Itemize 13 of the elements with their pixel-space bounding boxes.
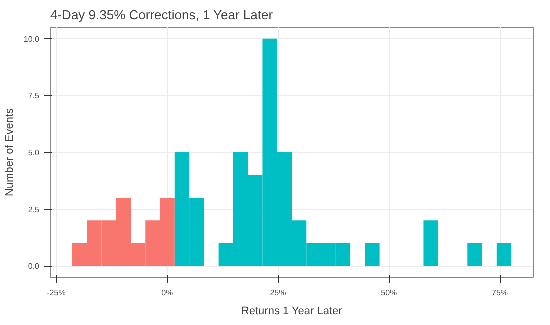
y-tick-label: 5.0 bbox=[28, 148, 40, 158]
x-tick-label: 25% bbox=[270, 288, 286, 298]
x-axis-title: Returns 1 Year Later bbox=[241, 306, 343, 318]
y-axis-title: Number of Events bbox=[4, 108, 16, 197]
y-tick-label: 0.0 bbox=[28, 262, 40, 272]
x-tick-label: 75% bbox=[492, 288, 508, 298]
x-tick-label: 50% bbox=[381, 288, 398, 298]
y-tick-label: 7.5 bbox=[28, 92, 40, 101]
chart-title: 4-Day 9.35% Corrections, 1 Year Later bbox=[50, 8, 274, 22]
y-tick-label: 10.0 bbox=[24, 34, 40, 44]
x-tick-label: -25% bbox=[47, 288, 66, 298]
y-tick-label: 2.5 bbox=[28, 205, 40, 214]
x-tick-label: 0% bbox=[162, 288, 174, 298]
